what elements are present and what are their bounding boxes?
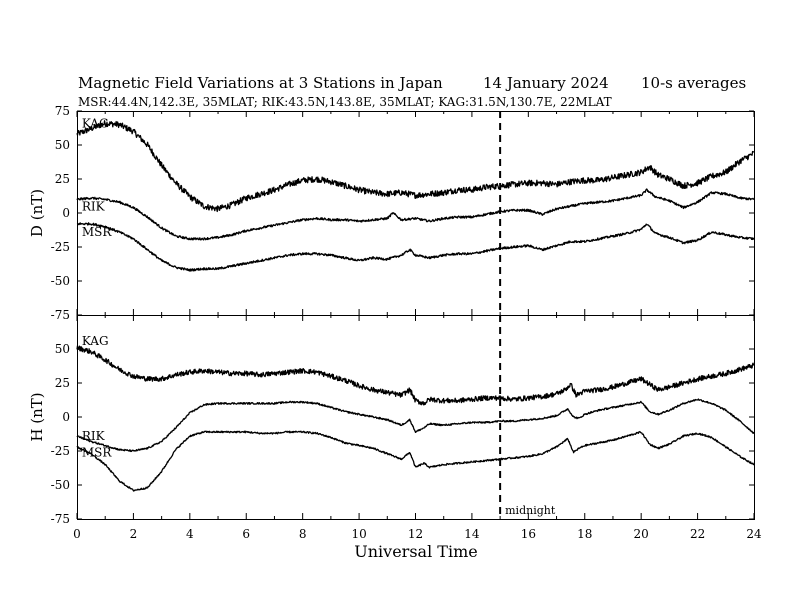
h-ytick-label: 0 [62,410,70,424]
stations-info: MSR:44.4N,142.3E, 35MLAT; RIK:43.5N,143.… [78,95,612,109]
d-ytick-label: 75 [55,104,70,118]
h-ytick-label: -75 [51,512,70,526]
h-series-label-msr: MSR [82,445,113,459]
h-panel-ylabel: H (nT) [28,392,46,441]
averaging-label: 10-s averages [641,74,746,92]
chart-marks-group: -75 -50 -25 0 25 50 75 KAG RIK MSR -75 -50 -25 0 25 50 K… [51,104,762,541]
x-tick-label: 14 [464,527,480,541]
h-ytick-label: -50 [51,478,70,492]
d-series-kag [76,120,755,213]
d-series-label-rik: RIK [82,199,106,213]
h-series-label-rik: RIK [82,429,106,443]
h-series-rik [76,398,755,453]
d-series-rik [76,188,755,241]
x-axis-label: Universal Time [354,542,477,561]
d-panel-frame [77,111,755,316]
x-tick-label: 18 [577,527,592,541]
d-ytick-label: 0 [62,206,70,220]
x-tick-label: 6 [242,527,250,541]
d-ytick-label: 25 [55,172,70,186]
d-series-msr [76,222,755,272]
h-ytick-label: 50 [55,342,70,356]
d-ytick-label: -50 [51,274,70,288]
d-series-label-kag: KAG [82,116,109,130]
x-tick-label: 10 [351,527,366,541]
midnight-label: midnight [505,504,556,517]
x-tick-label: 8 [299,527,307,541]
h-series-label-kag: KAG [82,334,109,348]
d-ytick-label: 50 [55,138,70,152]
h-series-kag [76,345,755,406]
chart-date: 14 January 2024 [483,74,609,92]
x-tick-label: 22 [690,527,705,541]
x-tick-label: 24 [746,527,762,541]
chart-title: Magnetic Field Variations at 3 Stations … [78,74,443,92]
d-ytick-label: -25 [51,240,70,254]
x-tick-label: 0 [73,527,81,541]
h-panel-frame [77,315,755,520]
h-series-msr [76,430,755,492]
h-ytick-label: 25 [55,376,70,390]
d-panel-ylabel: D (nT) [28,189,46,237]
d-series-label-msr: MSR [82,225,113,239]
x-tick-label: 16 [521,527,536,541]
x-tick-label: 12 [408,527,423,541]
x-tick-label: 4 [186,527,194,541]
d-ytick-label: -75 [51,308,70,322]
x-tick-label: 20 [634,527,649,541]
h-ytick-label: -25 [51,444,70,458]
x-tick-label: 2 [130,527,138,541]
